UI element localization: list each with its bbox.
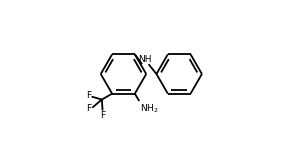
Text: NH: NH: [139, 55, 152, 64]
Text: F: F: [86, 104, 92, 113]
Text: F: F: [100, 111, 105, 120]
Text: F: F: [86, 91, 91, 100]
Text: NH$_2$: NH$_2$: [139, 102, 158, 115]
